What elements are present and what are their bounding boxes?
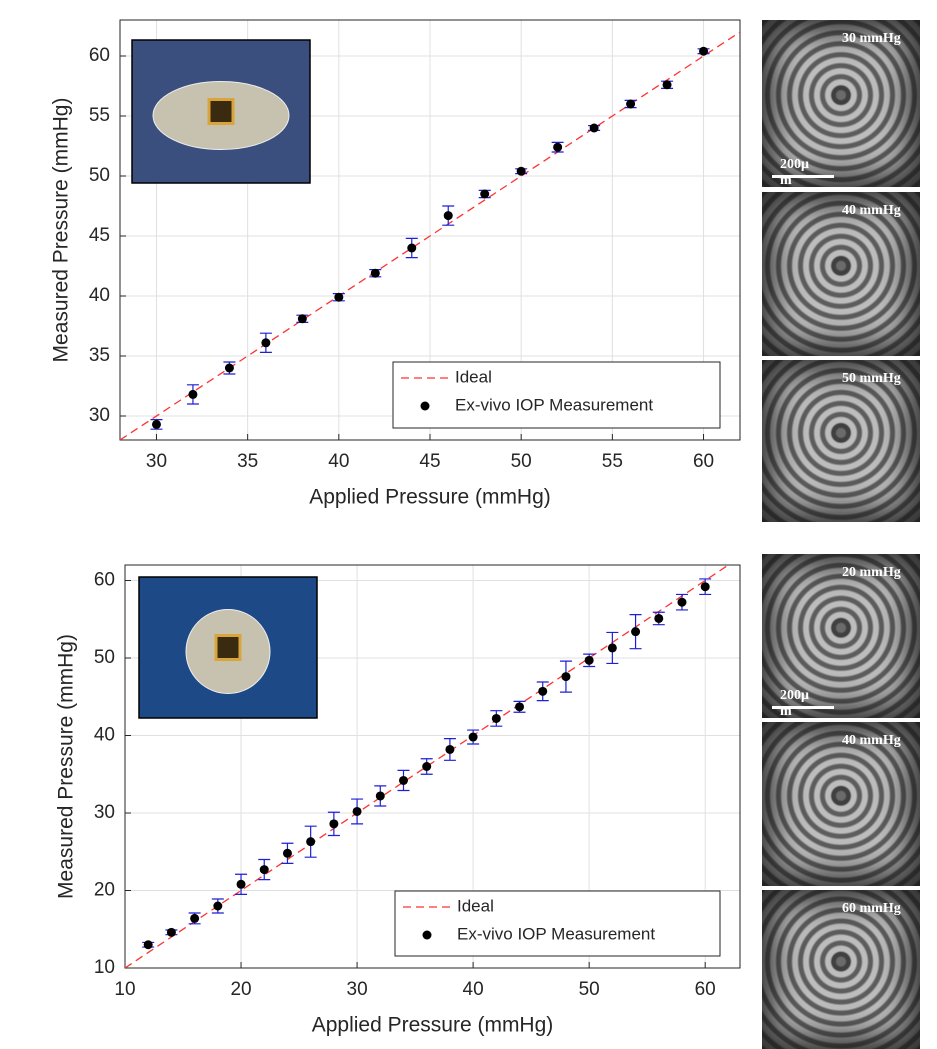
x-tick-label: 10: [114, 979, 135, 1000]
y-axis-label: Measured Pressure (mmHg): [50, 98, 73, 363]
x-tick-label: 60: [693, 451, 714, 472]
data-point: [225, 364, 234, 373]
data-point: [260, 865, 269, 874]
x-tick-label: 60: [695, 979, 716, 1000]
x-tick-label: 55: [602, 451, 623, 472]
figure: {"chart_data": [ {"type": "scatter", "x_…: [0, 0, 937, 1049]
x-axis-label: Applied Pressure (mmHg): [309, 486, 551, 509]
y-tick-label: 55: [89, 105, 110, 126]
data-point: [371, 269, 380, 278]
x-tick-label: 30: [146, 451, 167, 472]
y-axis-label: Measured Pressure (mmHg): [55, 634, 78, 899]
data-point: [561, 672, 570, 681]
micrograph: 50 mmHg: [762, 360, 920, 522]
x-axis-label: Applied Pressure (mmHg): [312, 1014, 554, 1037]
data-point: [469, 733, 478, 742]
y-tick-label: 30: [94, 802, 115, 823]
data-point: [515, 702, 524, 711]
data-point: [608, 643, 617, 652]
micrograph: 30 mmHg 200μm: [762, 20, 920, 187]
pressure-label: 40 mmHg: [842, 202, 902, 220]
data-point: [422, 762, 431, 771]
y-tick-label: 60: [89, 45, 110, 66]
data-point: [663, 80, 672, 89]
data-point: [329, 819, 338, 828]
data-point: [353, 807, 362, 816]
x-tick-label: 50: [579, 979, 600, 1000]
data-point: [590, 124, 599, 133]
data-point: [553, 143, 562, 152]
x-tick-label: 35: [237, 451, 258, 472]
data-point: [538, 687, 547, 696]
y-tick-label: 40: [89, 285, 110, 306]
data-point: [626, 100, 635, 109]
data-point: [701, 582, 710, 591]
data-point: [306, 837, 315, 846]
scale-bar-label: 200μm: [780, 157, 820, 187]
data-point: [492, 714, 501, 723]
data-point: [445, 745, 454, 754]
charts: 30 35 40 45 50 55 60 30 35 40 45 50 55 60 Applied Pres…: [0, 0, 750, 1049]
legend-label: Ideal: [455, 367, 492, 386]
micrograph: 40 mmHg: [762, 722, 920, 886]
data-point: [480, 190, 489, 199]
data-point: [152, 420, 161, 429]
data-point: [298, 314, 307, 323]
data-point: [517, 167, 526, 176]
data-point: [237, 880, 246, 889]
chip: [209, 100, 233, 124]
data-point: [699, 47, 708, 56]
y-tick-label: 50: [89, 165, 110, 186]
data-point: [144, 940, 153, 949]
x-tick-label: 20: [230, 979, 251, 1000]
legend-label: Ex-vivo IOP Measurement: [457, 924, 655, 943]
y-tick-label: 45: [89, 225, 110, 246]
data-point: [585, 656, 594, 665]
micrograph: 40 mmHg: [762, 192, 920, 356]
data-point: [213, 902, 222, 911]
data-point: [631, 627, 640, 636]
data-point: [261, 338, 270, 347]
x-tick-label: 30: [347, 979, 368, 1000]
x-tick-label: 40: [463, 979, 484, 1000]
data-point: [677, 598, 686, 607]
data-point: [167, 928, 176, 937]
y-tick-label: 50: [94, 647, 115, 668]
pressure-label: 20 mmHg: [842, 564, 902, 582]
pressure-label: 40 mmHg: [842, 732, 902, 750]
data-point: [376, 791, 385, 800]
y-tick-label: 10: [94, 957, 115, 978]
y-tick-label: 20: [94, 880, 115, 901]
data-point: [190, 914, 199, 923]
y-tick-label: 40: [94, 725, 115, 746]
legend-swatch: [421, 402, 430, 411]
y-tick-label: 30: [89, 405, 110, 426]
data-point: [334, 293, 343, 302]
data-point: [444, 211, 453, 220]
data-point: [399, 776, 408, 785]
y-tick-label: 60: [94, 570, 115, 591]
data-point: [654, 614, 663, 623]
legend-swatch: [423, 931, 432, 940]
x-tick-label: 45: [419, 451, 440, 472]
micrograph: 20 mmHg 200μm: [762, 554, 920, 718]
x-tick-label: 40: [328, 451, 349, 472]
data-point: [407, 244, 416, 253]
scale-bar-label: 200μm: [780, 688, 820, 718]
pressure-label: 60 mmHg: [842, 900, 902, 918]
chip: [216, 636, 240, 660]
legend-label: Ex-vivo IOP Measurement: [455, 395, 653, 414]
pressure-label: 50 mmHg: [842, 370, 902, 388]
pressure-label: 30 mmHg: [842, 30, 902, 48]
y-tick-label: 35: [89, 345, 110, 366]
data-point: [283, 849, 292, 858]
x-tick-label: 50: [511, 451, 532, 472]
micrograph: 60 mmHg: [762, 890, 920, 1049]
legend-label: Ideal: [457, 896, 494, 915]
data-point: [188, 390, 197, 399]
